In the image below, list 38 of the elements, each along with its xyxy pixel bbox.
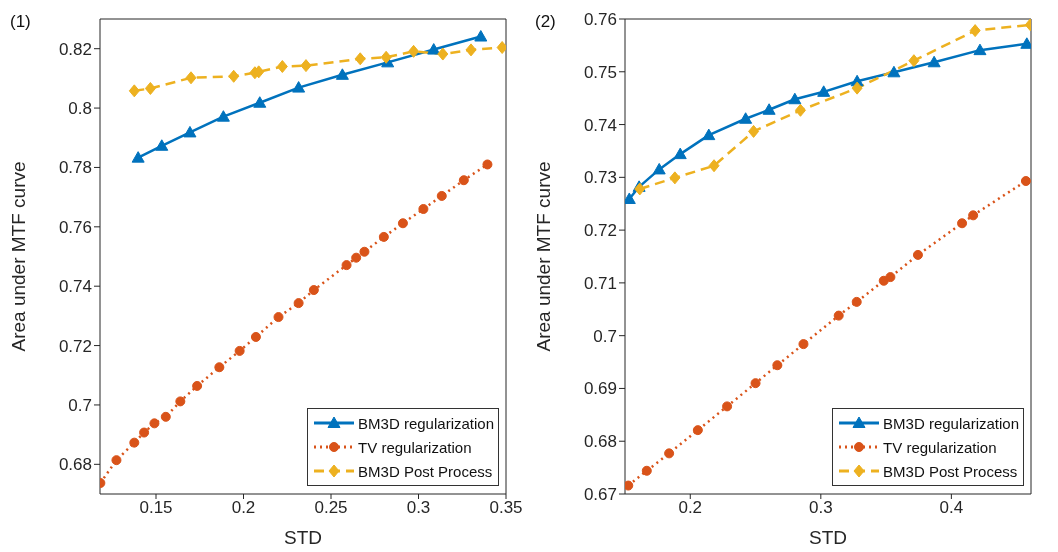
y-tick-label: 0.76 (58, 217, 92, 237)
y-tick-label: 0.69 (583, 379, 617, 399)
legend-label: BM3D regularization (358, 414, 494, 432)
y-tick-label: 0.68 (58, 455, 92, 475)
chart-title: (2) (535, 12, 556, 32)
x-tick-label: 0.3 (809, 498, 833, 518)
y-tick-label: 0.72 (583, 221, 617, 241)
y-tick-label: 0.7 (593, 326, 617, 346)
legend-label: BM3D regularization (883, 414, 1019, 432)
y-tick-label: 0.78 (58, 158, 92, 178)
y-tick-label: 0.82 (58, 39, 92, 59)
x-axis-title: STD (284, 527, 322, 548)
y-tick-label: 0.76 (583, 10, 617, 30)
legend-label: TV regularization (358, 438, 472, 456)
y-tick-label: 0.7 (68, 395, 92, 415)
x-tick-label: 0.35 (489, 498, 523, 518)
x-tick-label: 0.2 (678, 498, 703, 518)
legend-label: BM3D Post Process (358, 462, 493, 480)
x-tick-label: 0.4 (939, 498, 964, 518)
y-tick-label: 0.8 (68, 99, 92, 119)
x-tick-label: 0.2 (231, 498, 256, 518)
y-tick-label: 0.71 (583, 273, 617, 293)
x-tick-label: 0.25 (314, 498, 348, 518)
x-axis-title: STD (809, 527, 847, 548)
legend-label: BM3D Post Process (883, 462, 1018, 480)
y-tick-label: 0.72 (58, 336, 92, 356)
legend-label: TV regularization (883, 438, 997, 456)
y-tick-label: 0.67 (583, 485, 617, 505)
x-tick-label: 0.3 (406, 498, 431, 518)
y-axis-title: Area under MTF curve (532, 161, 554, 352)
chart-title: (1) (10, 12, 31, 32)
y-axis-title: Area under MTF curve (7, 161, 29, 352)
y-tick-label: 0.74 (58, 277, 92, 297)
x-tick-label: 0.15 (139, 498, 173, 518)
y-tick-label: 0.73 (583, 168, 617, 188)
y-tick-label: 0.68 (583, 432, 617, 452)
y-tick-label: 0.75 (583, 62, 617, 82)
y-tick-label: 0.74 (583, 115, 617, 135)
